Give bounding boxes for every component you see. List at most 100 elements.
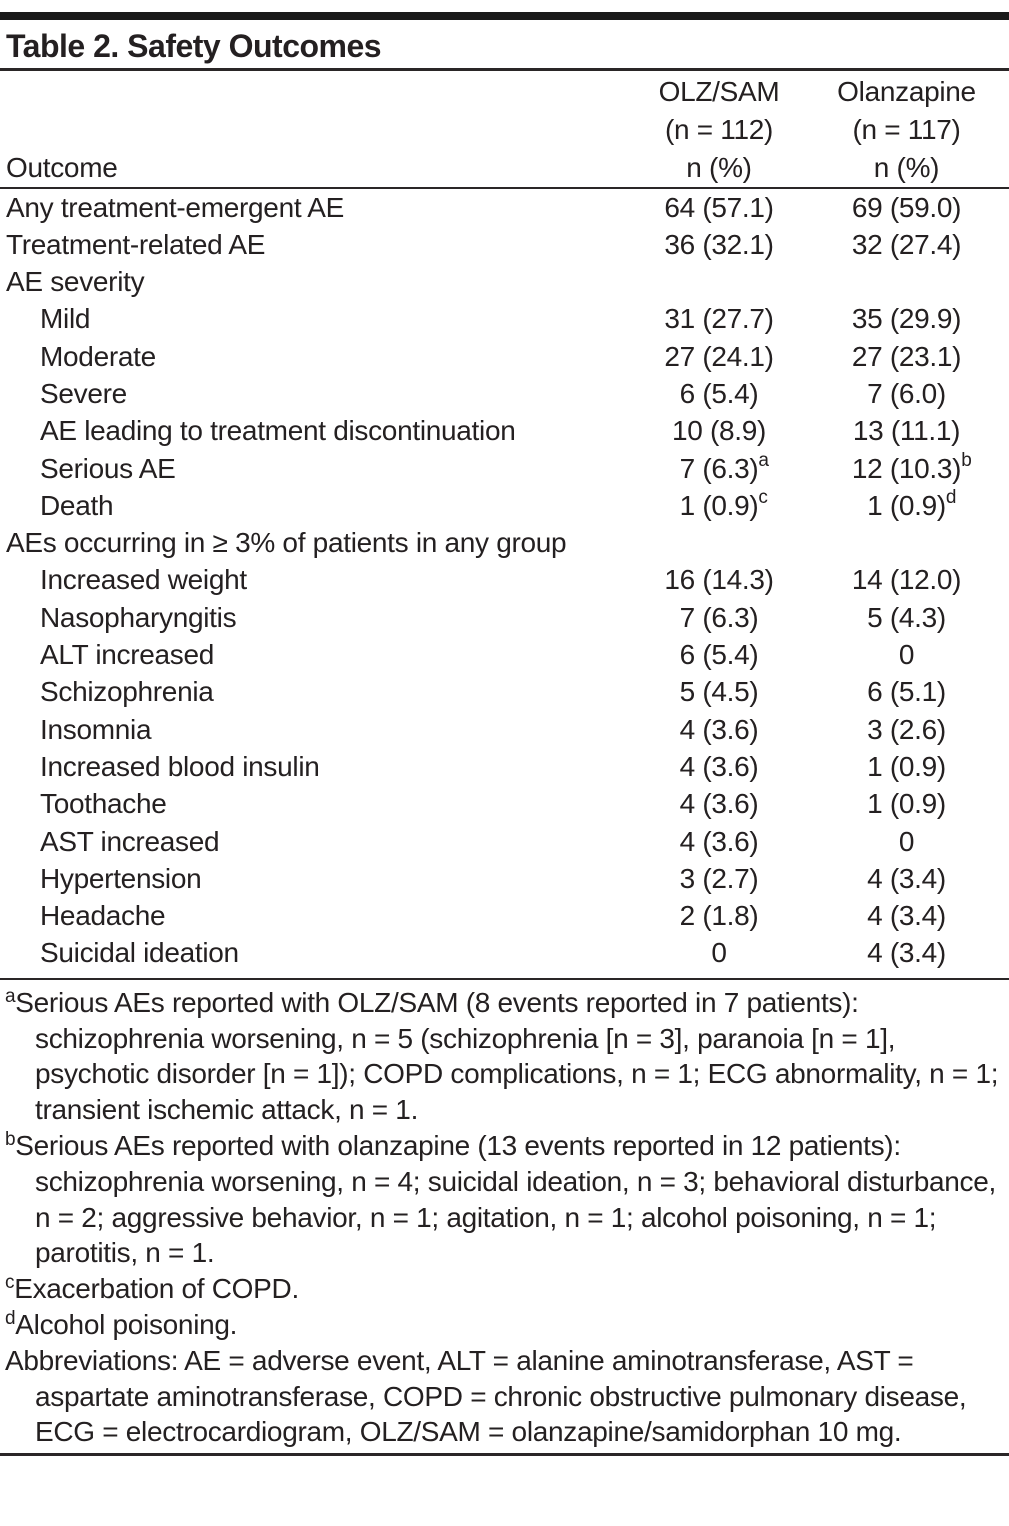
row-label: AE severity [6, 266, 145, 298]
value-text: 35 (29.9) [851, 303, 962, 335]
abbreviations-note: Abbreviations: AE = adverse event, ALT =… [5, 1343, 1005, 1450]
value-text: 4 (3.6) [679, 788, 759, 820]
table-row: AE leading to treatment discontinuation … [0, 412, 1009, 449]
row-label: Headache [40, 900, 166, 932]
olz-sam-cell: 36 (32.1) [626, 226, 812, 263]
row-label: Severe [40, 377, 127, 409]
rule-under-header [0, 186, 1009, 189]
table-row: Headache 2 (1.8) 4 (3.4) [0, 897, 1009, 934]
safety-outcomes-table-page: Table 2. Safety Outcomes Outcome OLZ/SAM… [0, 12, 1009, 1526]
table-row: Hypertension 3 (2.7) 4 (3.4) [0, 860, 1009, 897]
footnote-b-text: Serious AEs reported with olanzapine (13… [15, 1129, 996, 1269]
value-text: 4 (3.4) [867, 900, 946, 932]
footnote-c-marker: c [5, 1272, 15, 1294]
table-row: Treatment-related AE 36 (32.1) 32 (27.4) [0, 226, 1009, 263]
abbreviations-text: Abbreviations: AE = adverse event, ALT =… [5, 1344, 967, 1448]
value-text: 12 (10.3) [851, 452, 962, 484]
table-row: Schizophrenia 5 (4.5) 6 (5.1) [0, 673, 1009, 710]
olz-sam-unit-label: n (%) [686, 151, 752, 183]
row-label: Schizophrenia [40, 676, 214, 708]
row-label: Hypertension [40, 862, 202, 894]
olz-sam-cell [626, 524, 812, 561]
value-text: 4 (3.6) [679, 825, 759, 857]
table-header: Outcome OLZ/SAM (n = 112) n (%) Olanzapi… [0, 71, 1009, 187]
footnote-a-text: Serious AEs reported with OLZ/SAM (8 eve… [15, 986, 999, 1126]
olz-sam-cell: 10 (8.9) [626, 412, 812, 449]
value-text: 6 (5.4) [679, 377, 759, 409]
olz-sam-cell: 4 (3.6) [626, 785, 812, 822]
table-row: Death 1 (0.9)c 1 (0.9)d [0, 487, 1009, 524]
table-section-row: AEs occurring in ≥ 3% of patients in any… [0, 524, 1009, 561]
olanzapine-cell: 1 (0.9) [812, 748, 1001, 785]
value-text: 36 (32.1) [664, 228, 774, 260]
olanzapine-cell: 5 (4.3) [812, 599, 1001, 636]
olanzapine-cell: 27 (23.1) [812, 338, 1001, 375]
olz-sam-column-header: OLZ/SAM (n = 112) n (%) [626, 73, 812, 187]
value-text: 27 (23.1) [851, 340, 962, 372]
olz-sam-cell: 5 (4.5) [626, 673, 812, 710]
table-row: Nasopharyngitis 7 (6.3) 5 (4.3) [0, 599, 1009, 636]
olz-sam-cell: 2 (1.8) [626, 897, 812, 934]
olanzapine-cell [812, 263, 1001, 300]
value-text: 5 (4.5) [679, 676, 759, 708]
table-row: Any treatment-emergent AE 64 (57.1) 69 (… [0, 189, 1009, 226]
row-label: AE leading to treatment discontinuation [40, 415, 516, 447]
value-text: 31 (27.7) [664, 303, 774, 335]
table-bottom-border [0, 1453, 1009, 1457]
value-text: 4 (3.4) [867, 937, 946, 969]
table-row: Mild 31 (27.7) 35 (29.9) [0, 300, 1009, 337]
footnote-b-marker: b [5, 1128, 16, 1150]
value-text: 3 (2.7) [679, 862, 759, 894]
value-text: 69 (59.0) [851, 191, 962, 223]
value-text: 16 (14.3) [664, 564, 774, 596]
footnote-d-text: Alcohol poisoning. [15, 1308, 238, 1340]
value-text: 64 (57.1) [664, 191, 774, 223]
olz-sam-cell: 4 (3.6) [626, 748, 812, 785]
olz-sam-cell: 7 (6.3) [626, 599, 812, 636]
olanzapine-cell: 4 (3.4) [812, 934, 1001, 971]
row-label: Treatment-related AE [6, 228, 266, 260]
row-label: Serious AE [40, 452, 176, 484]
row-label: Increased weight [40, 564, 247, 596]
row-label: Death [40, 489, 114, 521]
row-label: AEs occurring in ≥ 3% of patients in any… [6, 527, 567, 559]
table-row: Toothache 4 (3.6) 1 (0.9) [0, 785, 1009, 822]
value-text: 7 (6.0) [867, 377, 946, 409]
table-row: Severe 6 (5.4) 7 (6.0) [0, 375, 1009, 412]
footnote-a-marker: a [5, 985, 16, 1007]
row-label: Toothache [40, 788, 167, 820]
table-title: Table 2. Safety Outcomes [6, 28, 382, 64]
olz-sam-cell: 7 (6.3)a [679, 449, 769, 484]
value-text: 7 (6.3) [679, 452, 759, 484]
olanzapine-cell: 0 [812, 823, 1001, 860]
olanzapine-cell: 13 (11.1) [812, 412, 1001, 449]
olanzapine-cell: 7 (6.0) [812, 375, 1001, 412]
value-text: 4 (3.6) [679, 750, 759, 782]
olanzapine-drug-name: Olanzapine [837, 75, 976, 107]
olanzapine-cell: 35 (29.9) [812, 300, 1001, 337]
olanzapine-cell: 69 (59.0) [812, 189, 1001, 226]
table-row: Increased weight 16 (14.3) 14 (12.0) [0, 561, 1009, 598]
value-text: 14 (12.0) [851, 564, 962, 596]
footnote-c-text: Exacerbation of COPD. [14, 1273, 299, 1305]
table-row: Suicidal ideation 0 4 (3.4) [0, 934, 1009, 971]
row-label: Insomnia [40, 713, 152, 745]
table-row: Moderate 27 (24.1) 27 (23.1) [0, 338, 1009, 375]
olanzapine-cell: 4 (3.4) [812, 897, 1001, 934]
olz-sam-cell: 4 (3.6) [626, 823, 812, 860]
value-text: 4 (3.4) [867, 862, 946, 894]
rule-above-footnotes [0, 977, 1009, 980]
table-section-row: AE severity [0, 263, 1009, 300]
value-text: 1 (0.9) [867, 788, 946, 820]
row-label: ALT increased [40, 639, 215, 671]
olz-sam-cell: 4 (3.6) [626, 711, 812, 748]
value-text: 27 (24.1) [664, 340, 774, 372]
table-row: AST increased 4 (3.6) 0 [0, 823, 1009, 860]
value-text: 1 (0.9) [867, 489, 946, 521]
row-label: Suicidal ideation [40, 937, 239, 969]
olz-sam-cell: 31 (27.7) [626, 300, 812, 337]
value-text: 0 [711, 937, 727, 969]
table-row: Insomnia 4 (3.6) 3 (2.6) [0, 711, 1009, 748]
olz-sam-cell: 1 (0.9)c [679, 486, 768, 521]
value-text: 6 (5.4) [679, 639, 759, 671]
